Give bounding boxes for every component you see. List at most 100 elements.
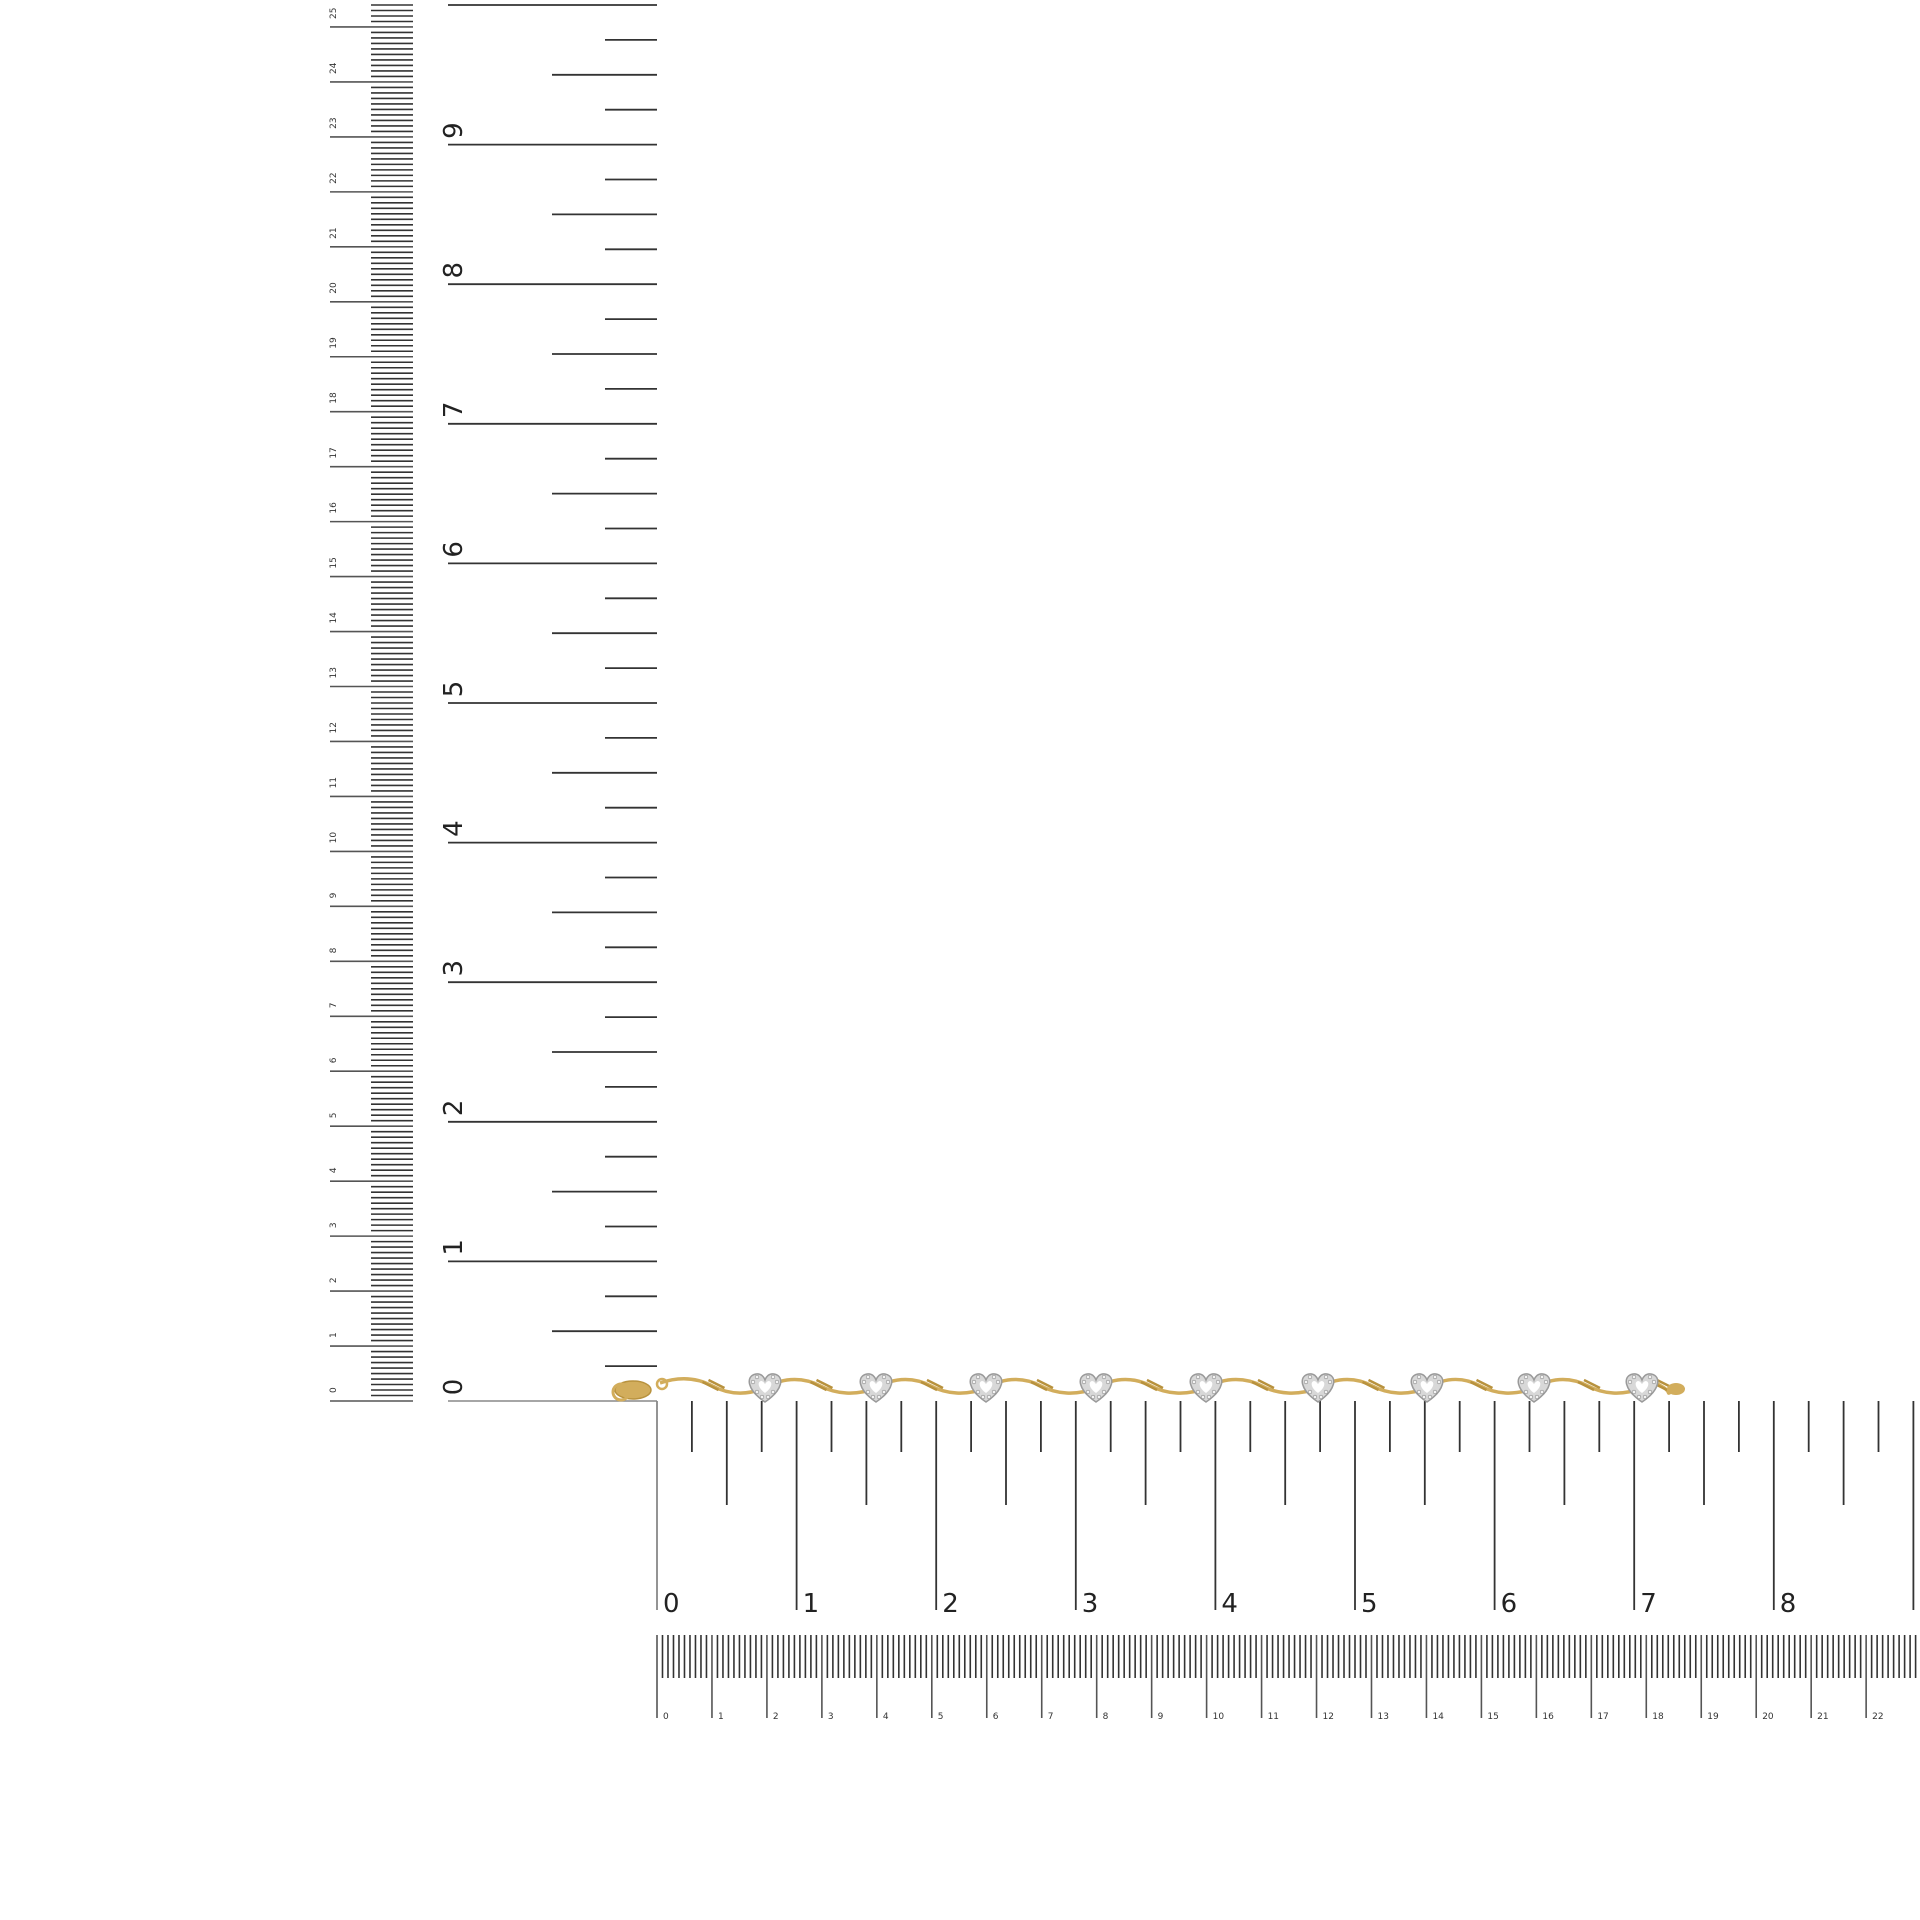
cm-label: 8 xyxy=(329,947,339,953)
cm-label: 16 xyxy=(329,502,339,514)
twist-accent xyxy=(1030,1378,1054,1392)
diamond-icon xyxy=(995,1379,1001,1385)
inch-label: 7 xyxy=(439,402,469,419)
cm-label: 6 xyxy=(329,1057,339,1063)
jump-ring xyxy=(655,1377,669,1391)
diamond-icon xyxy=(1647,1374,1653,1380)
twist-accent xyxy=(1361,1378,1386,1392)
end-tab xyxy=(1667,1383,1685,1395)
inch-label: 5 xyxy=(439,681,469,698)
diamond-icon xyxy=(1636,1394,1642,1400)
diamond-icon xyxy=(774,1379,780,1385)
cm-label: 20 xyxy=(1762,1712,1774,1722)
diamond-icon xyxy=(980,1394,986,1400)
cm-label: 4 xyxy=(883,1712,889,1722)
clasp-ring xyxy=(611,1382,631,1402)
heart-station xyxy=(1301,1373,1335,1403)
cm-label: 16 xyxy=(1542,1712,1554,1722)
diamond-icon xyxy=(975,1389,981,1395)
heart-opening xyxy=(1420,1381,1434,1393)
diamond-icon xyxy=(750,1379,756,1385)
diamond-icon xyxy=(1323,1389,1329,1395)
diamond-icon xyxy=(770,1374,776,1380)
cm-label: 7 xyxy=(1048,1712,1054,1722)
diamond-icon xyxy=(1303,1379,1309,1385)
diamond-icon xyxy=(1206,1394,1212,1400)
inch-label: 3 xyxy=(439,960,469,977)
heart-opening xyxy=(1527,1381,1541,1393)
diamond-icon xyxy=(1323,1374,1329,1380)
diamond-icon xyxy=(1631,1374,1637,1380)
diamond-icon xyxy=(1307,1389,1313,1395)
inch-label: 2 xyxy=(439,1100,469,1117)
cm-label: 13 xyxy=(1377,1712,1388,1722)
diamond-icon xyxy=(1327,1379,1333,1385)
cm-label: 3 xyxy=(828,1712,834,1722)
cm-label: 5 xyxy=(329,1112,339,1118)
heart-opening xyxy=(979,1381,993,1393)
diamond-icon xyxy=(1421,1394,1427,1400)
diamond-icon xyxy=(1312,1394,1318,1400)
diamond-icon xyxy=(885,1379,891,1385)
heart-opening xyxy=(1199,1381,1213,1393)
heart-station xyxy=(1517,1373,1551,1403)
diamond-icon xyxy=(759,1394,765,1400)
diamond-icon xyxy=(971,1379,977,1385)
heart-opening xyxy=(758,1381,772,1393)
heart-station xyxy=(1625,1373,1659,1403)
cm-label: 21 xyxy=(1817,1712,1828,1722)
cm-label: 17 xyxy=(329,447,339,458)
diamond-icon xyxy=(861,1379,867,1385)
cm-label: 19 xyxy=(1707,1712,1719,1722)
heart-station xyxy=(1410,1373,1444,1403)
diamond-icon xyxy=(1215,1379,1221,1385)
cm-label: 0 xyxy=(329,1387,339,1393)
diamond-icon xyxy=(1427,1394,1433,1400)
diamond-icon xyxy=(876,1394,882,1400)
cm-label: 14 xyxy=(329,612,339,624)
cm-label: 22 xyxy=(329,172,339,183)
diamond-icon xyxy=(881,1374,887,1380)
cm-label: 25 xyxy=(329,8,339,19)
diamond-icon xyxy=(1543,1379,1549,1385)
diamond-icon xyxy=(1436,1379,1442,1385)
cm-label: 21 xyxy=(329,227,339,238)
heart-station xyxy=(1189,1373,1223,1403)
diamond-icon xyxy=(1101,1389,1107,1395)
heart-station xyxy=(748,1373,782,1403)
cm-label: 9 xyxy=(1158,1712,1164,1722)
diamond-icon xyxy=(1523,1389,1529,1395)
cm-label: 12 xyxy=(1323,1712,1334,1722)
diamond-icon xyxy=(1200,1394,1206,1400)
cm-label: 3 xyxy=(329,1222,339,1228)
inch-label: 8 xyxy=(439,262,469,279)
heart-opening xyxy=(1089,1381,1103,1393)
diamond-icon xyxy=(1642,1394,1648,1400)
cm-label: 19 xyxy=(329,337,339,349)
cm-label: 15 xyxy=(1487,1712,1498,1722)
cm-label: 18 xyxy=(1652,1712,1664,1722)
diamond-icon xyxy=(1432,1389,1438,1395)
diamond-icon xyxy=(1318,1394,1324,1400)
diamond-icon xyxy=(1416,1389,1422,1395)
diamond-icon xyxy=(754,1389,760,1395)
inch-label: 4 xyxy=(1221,1589,1238,1619)
cm-label: 22 xyxy=(1872,1712,1883,1722)
diamond-icon xyxy=(1090,1394,1096,1400)
cm-label: 7 xyxy=(329,1003,339,1009)
inch-label: 6 xyxy=(439,541,469,558)
twist-accent xyxy=(1251,1378,1275,1392)
cm-label: 5 xyxy=(938,1712,944,1722)
cm-label: 1 xyxy=(718,1712,724,1722)
cm-label: 11 xyxy=(329,777,339,788)
diamond-icon xyxy=(1191,1379,1197,1385)
twist-accent xyxy=(1577,1378,1601,1392)
cm-label: 24 xyxy=(329,62,339,74)
diamond-icon xyxy=(754,1374,760,1380)
cm-label: 2 xyxy=(773,1712,779,1722)
twist-accent xyxy=(1469,1378,1494,1392)
diamond-icon xyxy=(1195,1374,1201,1380)
cm-label: 15 xyxy=(329,557,339,568)
diamond-icon xyxy=(1096,1394,1102,1400)
